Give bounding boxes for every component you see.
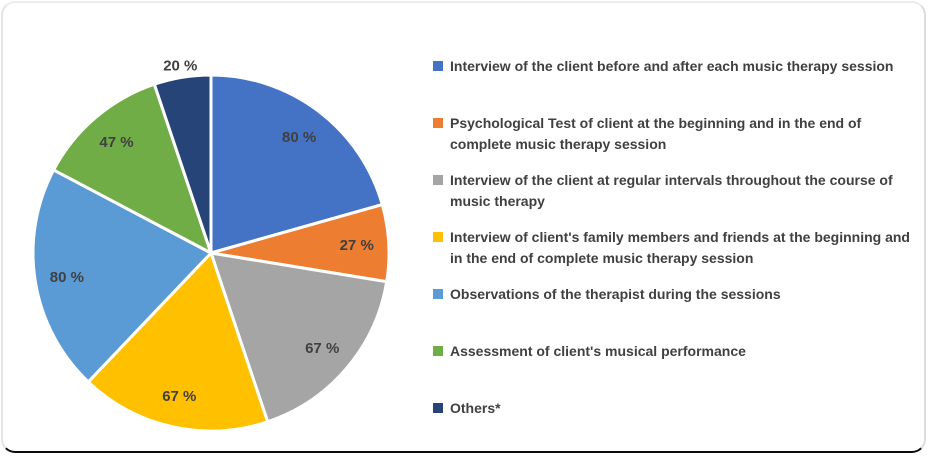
legend: Interview of the client before and after…	[433, 56, 921, 455]
pie-slice-5	[52, 82, 213, 255]
pie-slice-6	[152, 73, 213, 255]
legend-marker	[433, 232, 443, 242]
pie-slices	[31, 73, 391, 433]
pie-slice-label-4: 80 %	[50, 269, 84, 286]
pie-slice-label-2: 67 %	[305, 340, 339, 357]
legend-marker	[433, 403, 443, 413]
legend-marker	[433, 61, 443, 71]
pie-slice-0	[209, 73, 384, 255]
legend-marker	[433, 175, 443, 185]
pie-chart: 80 % 27 % 67 % 67 % 80 % 47 % 20 %	[31, 57, 391, 433]
legend-item-0: Interview of the client before and after…	[433, 56, 921, 113]
legend-marker	[433, 289, 443, 299]
legend-label: Interview of the client at regular inter…	[450, 172, 893, 209]
legend-marker	[433, 346, 443, 356]
legend-item-3: Interview of client's family members and…	[433, 227, 921, 284]
pie-slice-label-1: 27 %	[340, 237, 374, 254]
legend-label: Interview of client's family members and…	[450, 229, 910, 266]
legend-item-5: Assessment of client's musical performan…	[433, 341, 921, 398]
legend-item-6: Others*	[433, 398, 921, 455]
legend-item-1: Psychological Test of client at the begi…	[433, 113, 921, 170]
pie-slice-labels: 80 % 27 % 67 % 67 % 80 % 47 % 20 %	[50, 57, 374, 405]
pie-slice-4	[31, 168, 213, 384]
pie-slice-3	[86, 251, 270, 433]
pie-slice-label-6: 20 %	[163, 57, 197, 74]
pie-slice-label-0: 80 %	[282, 129, 316, 146]
legend-label: Observations of the therapist during the…	[450, 286, 781, 302]
legend-label: Psychological Test of client at the begi…	[450, 115, 862, 152]
legend-label: Assessment of client's musical performan…	[450, 343, 746, 359]
legend-item-4: Observations of the therapist during the…	[433, 284, 921, 341]
legend-label: Others*	[450, 400, 501, 416]
legend-label: Interview of the client before and after…	[450, 58, 894, 74]
pie-slice-label-3: 67 %	[162, 388, 196, 405]
pie-slice-label-5: 47 %	[99, 134, 133, 151]
legend-marker	[433, 118, 443, 128]
legend-item-2: Interview of the client at regular inter…	[433, 170, 921, 227]
